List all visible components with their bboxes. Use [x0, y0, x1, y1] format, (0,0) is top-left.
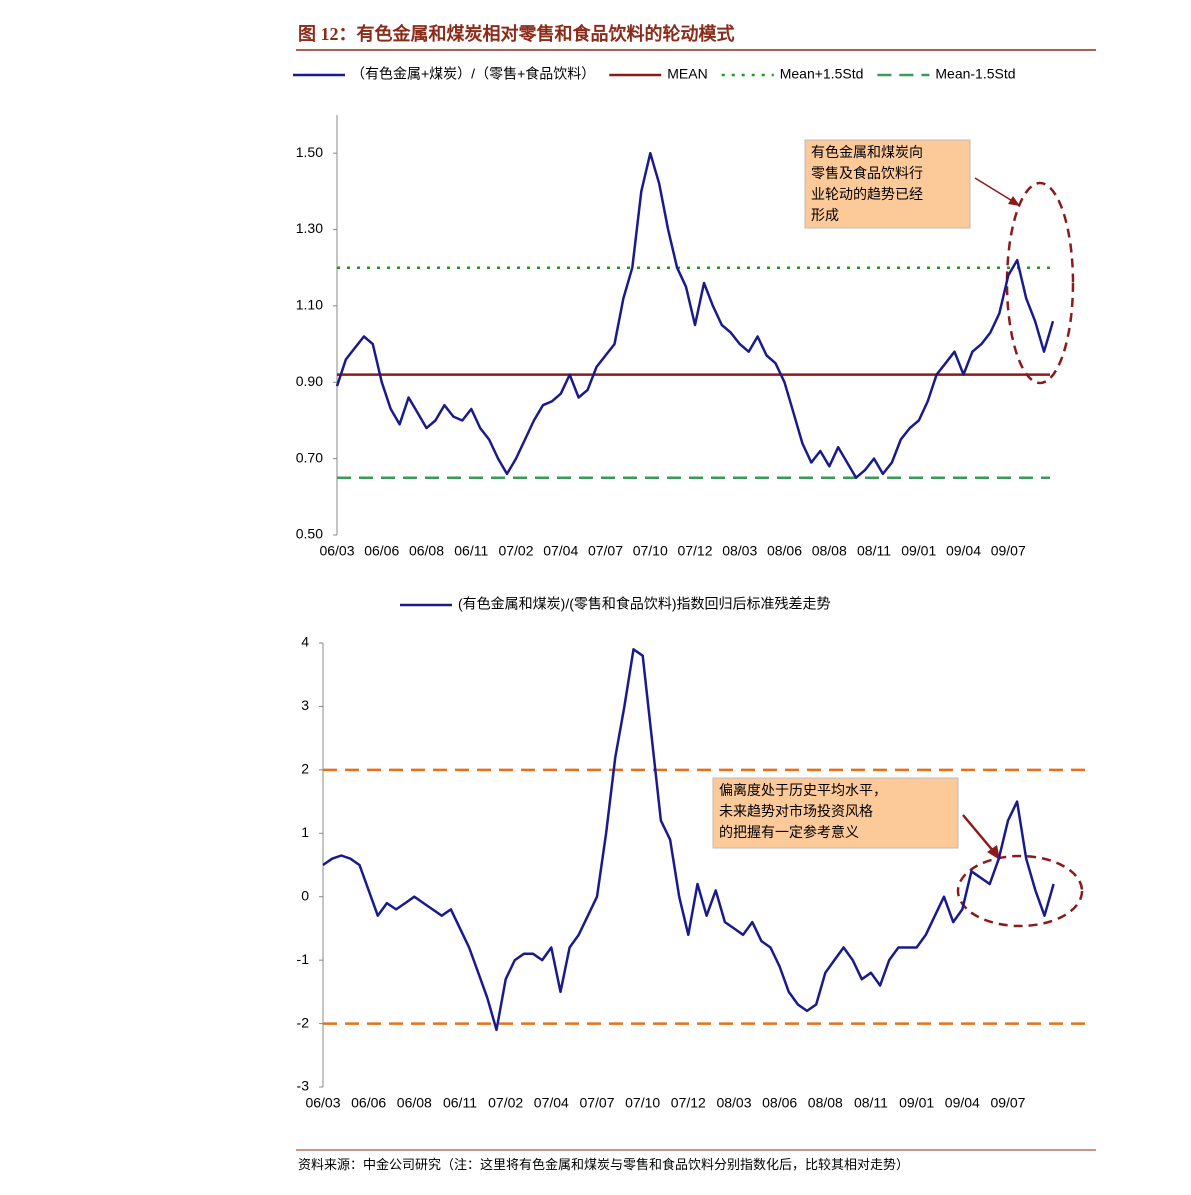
x-tick-label: 07/07 [579, 1095, 614, 1111]
y-tick-label: 0.90 [296, 373, 323, 389]
x-tick-label: 08/03 [722, 543, 757, 559]
annotation-text: 业轮动的趋势已经 [811, 187, 923, 203]
x-tick-label: 07/04 [534, 1095, 569, 1111]
y-tick-label: 2 [301, 761, 309, 777]
x-tick-label: 09/07 [990, 1095, 1025, 1111]
x-tick-label: 08/11 [854, 1095, 888, 1111]
annotation-text: 未来趋势对市场投资风格 [719, 803, 873, 820]
arrow-head [987, 845, 1000, 860]
x-tick-label: 08/06 [767, 543, 802, 559]
x-tick-label: 06/08 [397, 1095, 432, 1111]
annotation-text: 的把握有一定参考意义 [719, 824, 859, 841]
arrow [974, 177, 1015, 203]
legend-label: MEAN [667, 66, 707, 82]
x-tick-label: 07/10 [625, 1095, 660, 1111]
x-tick-label: 09/07 [991, 543, 1026, 559]
y-tick-label: -1 [297, 951, 310, 967]
x-tick-label: 08/08 [812, 543, 847, 559]
x-tick-label: 09/01 [901, 543, 936, 559]
y-tick-label: 1 [301, 824, 309, 840]
annotation-text: 形成 [811, 208, 839, 224]
y-tick-label: 4 [301, 634, 309, 650]
y-tick-label: 1.10 [296, 297, 323, 313]
series-line [335, 151, 1055, 479]
highlight-ellipse [956, 854, 1084, 928]
x-tick-label: 09/04 [946, 543, 981, 559]
arrow-head [1008, 196, 1020, 206]
page-title: 图 12：有色金属和煤炭相对零售和食品饮料的轮动模式 [298, 23, 735, 44]
y-tick-label: 1.50 [296, 144, 323, 160]
x-tick-label: 07/04 [543, 543, 578, 559]
annotation-text: 偏离度处于历史平均水平， [719, 782, 887, 799]
y-tick-label: 3 [301, 697, 309, 713]
x-tick-label: 07/10 [633, 543, 668, 559]
x-tick-label: 06/08 [409, 543, 444, 559]
x-tick-label: 07/07 [588, 543, 623, 559]
x-tick-label: 07/12 [677, 543, 712, 559]
source-note: 资料来源：中金公司研究（注：这里将有色金属和煤炭与零售和食品饮料分别指数化后，比… [298, 1157, 909, 1172]
annotation-box [804, 139, 971, 229]
x-tick-label: 08/06 [762, 1095, 797, 1111]
x-tick-label: 08/08 [808, 1095, 843, 1111]
y-tick-label: -2 [297, 1014, 310, 1030]
legend-label: （有色金属+煤炭）/（零售+食品饮料） [351, 66, 595, 82]
highlight-ellipse [1005, 181, 1075, 385]
x-tick-label: 07/02 [498, 543, 533, 559]
x-tick-label: 08/11 [857, 543, 891, 559]
legend-label: (有色金属和煤炭)/(零售和食品饮料)指数回归后标准残差走势 [458, 596, 831, 612]
arrow [962, 814, 995, 853]
x-tick-label: 06/06 [364, 543, 399, 559]
x-tick-label: 08/03 [716, 1095, 751, 1111]
y-tick-label: 0 [301, 887, 309, 903]
x-tick-label: 07/12 [671, 1095, 706, 1111]
y-tick-label: -3 [297, 1078, 310, 1094]
x-tick-label: 09/01 [899, 1095, 934, 1111]
x-tick-label: 09/04 [945, 1095, 980, 1111]
legend-label: Mean+1.5Std [780, 66, 864, 82]
x-tick-label: 07/02 [488, 1095, 523, 1111]
x-tick-label: 06/11 [443, 1095, 477, 1111]
y-tick-label: 0.50 [296, 526, 323, 542]
x-tick-label: 06/06 [351, 1095, 386, 1111]
annotation-text: 零售及食品饮料行 [811, 165, 923, 182]
x-tick-label: 06/03 [319, 543, 354, 559]
y-tick-label: 1.30 [296, 220, 323, 236]
x-tick-label: 06/03 [305, 1095, 340, 1111]
annotation-box [712, 777, 959, 849]
series-line [322, 648, 1055, 1032]
legend-label: Mean-1.5Std [935, 66, 1015, 82]
x-tick-label: 06/11 [454, 543, 488, 559]
y-tick-label: 0.70 [296, 449, 323, 465]
annotation-text: 有色金属和煤炭向 [811, 144, 923, 161]
